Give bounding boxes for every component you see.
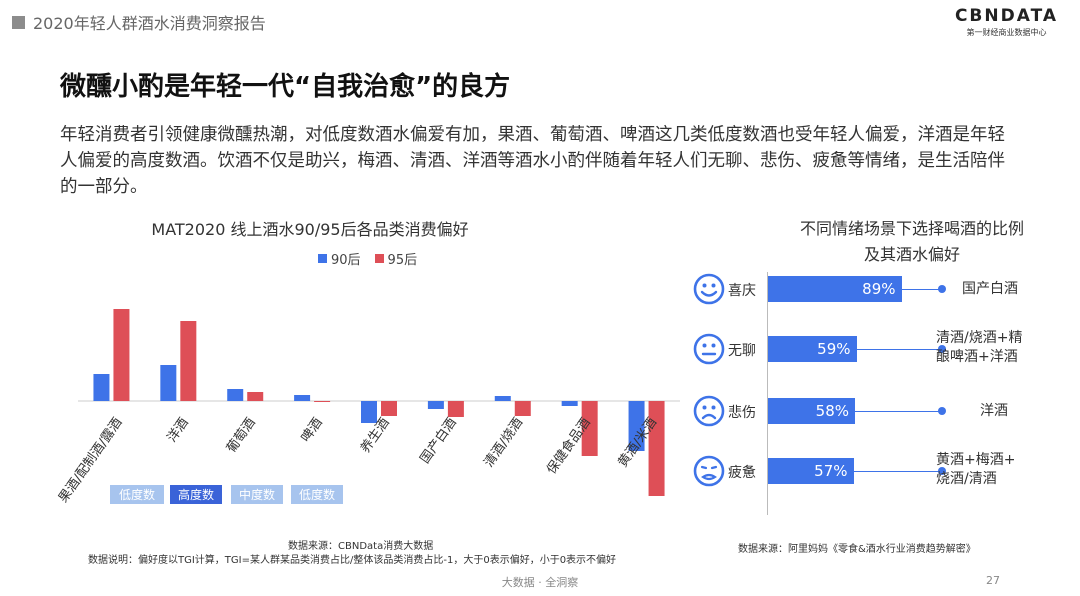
right-chart-title: 不同情绪场景下选择喝酒的比例 及其酒水偏好 xyxy=(752,216,1072,268)
emotion-label: 喜庆 xyxy=(728,283,756,299)
tired-face-icon xyxy=(693,455,725,487)
logo-main-text: CBNDATA xyxy=(954,6,1058,26)
legend-swatch-red xyxy=(374,254,384,263)
title-square-icon xyxy=(12,15,25,29)
emotion-bar: 89% xyxy=(768,276,902,302)
badge-high: 高度数 xyxy=(170,485,222,504)
emotion-bar: 57% xyxy=(768,458,854,484)
sad-face-icon xyxy=(693,395,725,427)
right-chart-axis xyxy=(767,272,768,515)
footer-tagline: 大数据 · 全洞察 xyxy=(501,576,579,589)
left-source-note: 数据来源：CBNData消费大数据 数据说明：偏好度以TGI计算，TGI=某人群… xyxy=(88,540,648,568)
legend-item-90: 90后 xyxy=(318,249,361,268)
happy-face-icon xyxy=(693,273,725,305)
right-chart-title-line2: 及其酒水偏好 xyxy=(863,245,960,264)
preference-label: 国产白酒 xyxy=(962,281,1018,297)
preference-connector xyxy=(856,349,942,350)
preference-connector xyxy=(855,411,942,412)
page-number: 27 xyxy=(986,574,1000,587)
legend-label-95: 95后 xyxy=(387,253,418,268)
emotion-label: 疲惫 xyxy=(728,465,756,481)
intro-paragraph: 年轻消费者引领健康微醺热潮，对低度数酒水偏爱有加，果酒、葡萄酒、啤酒这几类低度数… xyxy=(60,125,1005,197)
emotion-row-2: 悲伤 58% 洋酒 xyxy=(0,393,1080,429)
emotion-row-3: 疲惫 57% 黄酒+梅酒+ 烧酒/清酒 xyxy=(0,452,1080,489)
preference-dot xyxy=(938,345,946,353)
preference-label: 洋酒 xyxy=(980,403,1008,419)
preference-connector xyxy=(853,471,942,472)
preference-connector xyxy=(901,289,942,290)
left-chart-title: MAT2020 线上酒水90/95后各品类消费偏好 xyxy=(151,220,469,239)
legend-swatch-blue xyxy=(318,254,327,263)
preference-label: 黄酒+梅酒+ 烧酒/清酒 xyxy=(936,452,1016,487)
preference-dot xyxy=(938,467,946,475)
badge-low-2: 低度数 xyxy=(291,485,343,504)
logo-sub-text: 第一财经商业数据中心 xyxy=(966,28,1047,37)
report-title: 2020年轻人群酒水消费洞察报告 xyxy=(33,14,266,33)
left-source-line2: 数据说明：偏好度以TGI计算，TGI=某人群某品类消费占比/整体该品类消费占比-… xyxy=(88,555,617,566)
preference-label: 清酒/烧酒+精 酿啤酒+洋酒 xyxy=(936,330,1023,365)
cbndata-logo: CBNDATA 第一财经商业数据中心 xyxy=(955,6,1058,38)
right-chart-title-line1: 不同情绪场景下选择喝酒的比例 xyxy=(799,219,1024,238)
right-source-note: 数据来源：阿里妈妈《零食&酒水行业消费趋势解密》 xyxy=(738,544,976,555)
emotion-row-0: 喜庆 89% 国产白酒 xyxy=(0,271,1080,307)
legend-item-95: 95后 xyxy=(374,249,418,268)
emotion-bar: 58% xyxy=(768,398,855,424)
left-chart-legend: 90后 95后 xyxy=(318,249,417,268)
emotion-bar: 59% xyxy=(768,336,857,362)
badge-low-1: 低度数 xyxy=(110,485,164,504)
legend-label-90: 90后 xyxy=(331,253,361,268)
emotion-label: 无聊 xyxy=(728,343,756,359)
left-source-line1: 数据来源：CBNData消费大数据 xyxy=(288,541,434,552)
report-header: 2020年轻人群酒水消费洞察报告 xyxy=(12,10,266,34)
badge-mid: 中度数 xyxy=(231,485,283,504)
emotion-label: 悲伤 xyxy=(728,405,756,421)
preference-dot xyxy=(938,407,946,415)
page-headline: 微醺小酌是年轻一代“自我治愈”的良方 xyxy=(60,72,511,102)
neutral-face-icon xyxy=(693,333,725,365)
preference-dot xyxy=(938,285,946,293)
emotion-row-1: 无聊 59% 清酒/烧酒+精 酿啤酒+洋酒 xyxy=(0,330,1080,367)
